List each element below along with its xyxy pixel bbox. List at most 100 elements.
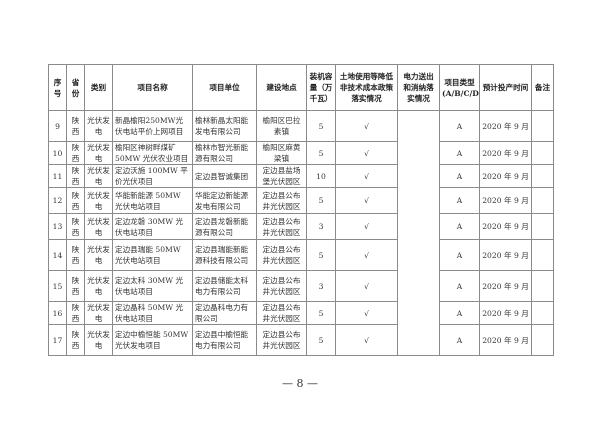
cell-unit: 华能定边新能源发电有限公司 [192,187,257,214]
cell-land: √ [335,213,398,240]
cell-prov: 陕西 [66,187,85,214]
table-row: 17 陕西 光伏发电 定边中榆恒能 50MW 光伏发电项目 定边县中榆恒能电力有限公司定… [48,324,554,356]
cell-unit: 榆林新晶太阳能发电有限公司 [192,110,257,142]
cell-cap: 3 [306,270,336,302]
table-row: 9 陕西 光伏发电 新晶榆阳250MW光伏电站平价上网项目 榆林新晶太阳能发电有限公司榆… [48,110,554,356]
cell-type: 光伏发电 [84,164,113,188]
cell-land: √ [335,141,398,165]
cell-note [531,301,554,325]
cell-name: 定边晶科 50MW 光伏电站项目 [112,301,193,325]
cell-no: 13 [48,213,67,240]
cell-prov: 陕西 [66,164,85,188]
cell-name: 华能新能源 50MW 光伏电站项目 [112,187,193,214]
project-table: 序号 省份 类别 项目名称 项目单位 建设地点 装机容量（万千瓦） 土地使用等降低非技术成本政… [48,64,554,356]
cell-type: 光伏发电 [84,239,113,271]
cell-prov: 陕西 [66,141,85,165]
cell-name: 定边龙磐 30MW 光伏电站项目 [112,213,193,240]
column-header: 建设地点 [256,64,307,111]
column-header: 电力送出和消纳落实情况 [397,64,440,111]
cell-cls: A [439,187,480,214]
table-row: 14 陕西 光伏发电 定边县瑞能 50MW 光伏电站项目 定边县瑞能新能源科技有限公司定… [48,239,554,271]
cell-type: 光伏发电 [84,110,113,142]
cell-cls: A [439,239,480,271]
cell-time: 2020 年 9 月 [479,187,532,214]
cell-no: 16 [48,301,67,325]
cell-loc: 定边县公布井光伏园区 [256,213,307,240]
cell-prov: 陕西 [66,270,85,302]
cell-loc: 定边县公布井光伏园区 [256,239,307,271]
cell-no: 17 [48,324,67,356]
cell-time: 2020 年 9 月 [479,110,532,142]
column-header: 省份 [66,64,85,111]
cell-note [531,270,554,302]
cell-land: √ [335,324,398,356]
power-delivery-cell [397,110,440,356]
cell-no: 11 [48,164,67,188]
table-row: 11 陕西 光伏发电 定边沃施 100MW 平价光伏项目 定边县智诚集团 定边县盐场堡光伏… [48,164,554,188]
cell-cap: 5 [306,141,336,165]
cell-cap: 5 [306,301,336,325]
column-header: 备注 [531,64,554,111]
cell-unit: 定边县瑞能新能源科技有限公司 [192,239,257,271]
cell-cap: 3 [306,213,336,240]
cell-loc: 定边县公布井光伏园区 [256,301,307,325]
cell-cls: A [439,324,480,356]
cell-cap: 5 [306,110,336,142]
cell-time: 2020 年 9 月 [479,141,532,165]
cell-type: 光伏发电 [84,213,113,240]
column-header: 序号 [48,64,67,111]
column-header: 项目类型(A/B/C/D) [439,64,480,111]
table-row: 12 陕西 光伏发电 华能新能源 50MW 光伏电站项目 华能定边新能源发电有限公司 定边… [48,187,554,214]
cell-land: √ [335,270,398,302]
header-row: 序号 省份 类别 项目名称 项目单位 建设地点 装机容量（万千瓦） 土地使用等降低非技术成本政… [48,64,554,111]
column-header: 项目名称 [112,64,193,111]
cell-loc: 定边县公布井光伏园区 [256,270,307,302]
cell-cls: A [439,164,480,188]
cell-land: √ [335,187,398,214]
cell-cls: A [439,110,480,142]
cell-cls: A [439,270,480,302]
cell-cap: 5 [306,324,336,356]
cell-name: 新晶榆阳250MW光伏电站平价上网项目 [112,110,193,142]
cell-note [531,324,554,356]
column-header: 类别 [84,64,113,111]
cell-loc: 榆阳区巴拉素镇 [256,110,307,142]
cell-no: 15 [48,270,67,302]
cell-land: √ [335,301,398,325]
cell-prov: 陕西 [66,239,85,271]
cell-land: √ [335,110,398,142]
column-header: 土地使用等降低非技术成本政策落实情况 [335,64,398,111]
table-row: 13 陕西 光伏发电 定边龙磐 30MW 光伏电站项目 定边县龙磐新能源有限公司 定边县公… [48,213,554,240]
cell-type: 光伏发电 [84,270,113,302]
cell-note [531,110,554,142]
cell-prov: 陕西 [66,213,85,240]
cell-name: 定边中榆恒能 50MW 光伏发电项目 [112,324,193,356]
cell-time: 2020 年 9 月 [479,324,532,356]
cell-cls: A [439,301,480,325]
column-header: 项目单位 [192,64,257,111]
cell-name: 定边太科 30MW 光伏电站项目 [112,270,193,302]
cell-type: 光伏发电 [84,187,113,214]
cell-time: 2020 年 9 月 [479,270,532,302]
cell-no: 10 [48,141,67,165]
page-number: — 8 — [282,377,318,390]
cell-unit: 定边县中榆恒能电力有限公司 [192,324,257,356]
cell-prov: 陕西 [66,301,85,325]
cell-note [531,187,554,214]
cell-unit: 定边晶科电力有限公司 [192,301,257,325]
cell-cap: 10 [306,164,336,188]
cell-unit: 定边县智诚集团 [192,164,257,188]
cell-name: 榆阳区神树畔煤矿50MW 光伏农业项目 [112,141,193,165]
cell-no: 9 [48,110,67,142]
cell-time: 2020 年 9 月 [479,239,532,271]
cell-cls: A [439,213,480,240]
cell-loc: 定边县盐场堡光伏园区 [256,164,307,188]
cell-note [531,164,554,188]
cell-land: √ [335,164,398,188]
cell-cap: 5 [306,187,336,214]
cell-land: √ [335,239,398,271]
cell-note [531,141,554,165]
column-header: 装机容量（万千瓦） [306,64,336,111]
cell-prov: 陕西 [66,324,85,356]
table-row: 16 陕西 光伏发电 定边晶科 50MW 光伏电站项目 定边晶科电力有限公司 定边县公布井… [48,301,554,325]
